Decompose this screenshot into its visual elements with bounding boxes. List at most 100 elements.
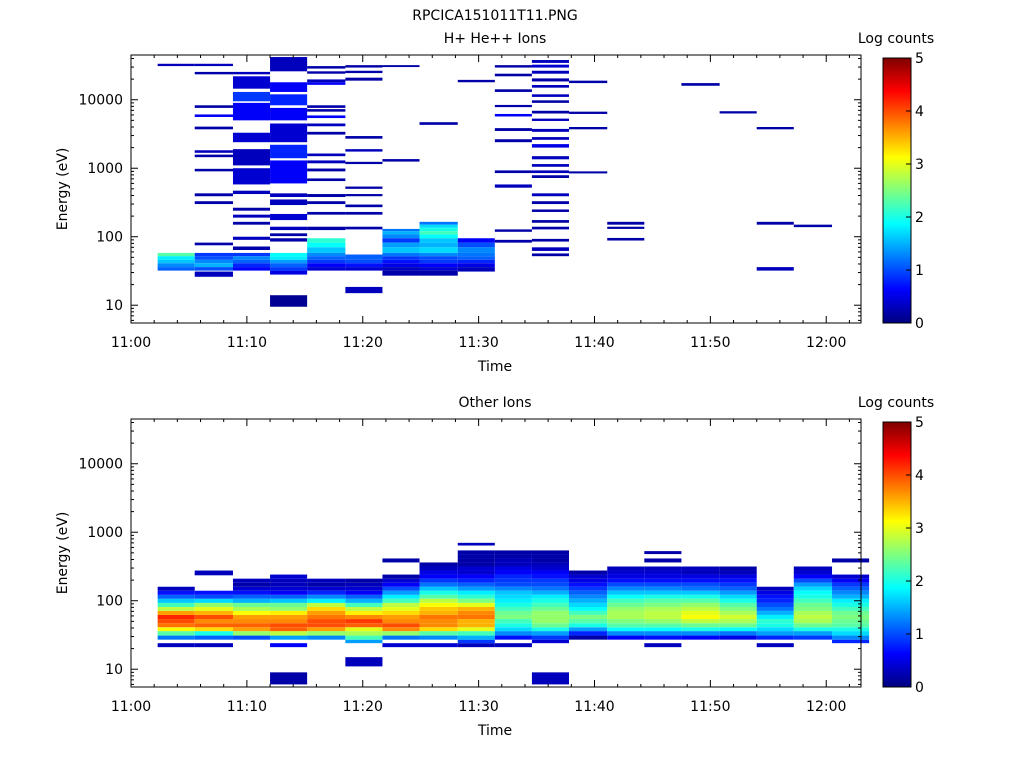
heatmap-cell: [719, 111, 757, 114]
heatmap-cell: [307, 153, 346, 157]
heatmap-cell: [607, 631, 645, 636]
heatmap-cell: [531, 562, 569, 567]
heatmap-cell: [494, 631, 532, 636]
heatmap-cell: [494, 635, 532, 640]
heatmap-cell: [457, 631, 495, 636]
heatmap-cell: [194, 623, 233, 628]
heatmap-cell: [345, 77, 383, 81]
x-tick-label: 11:00: [111, 335, 151, 351]
heatmap-cell: [345, 70, 383, 74]
heatmap-cell: [494, 602, 532, 607]
heatmap-cell: [793, 610, 833, 615]
heatmap-cell: [419, 586, 458, 591]
heatmap-cell: [419, 574, 458, 579]
heatmap-cell: [644, 610, 682, 615]
heatmap-cell: [382, 602, 420, 607]
heatmap-cell: [832, 619, 870, 624]
heatmap-cell: [494, 627, 532, 632]
heatmap-cell: [644, 586, 682, 591]
heatmap-cell: [494, 239, 532, 243]
heatmap-cell: [719, 586, 757, 591]
heatmap-cell: [793, 606, 833, 611]
heatmap-cell: [270, 635, 308, 640]
heatmap-cell: [270, 295, 308, 307]
colorbar-tick-label: 1: [915, 627, 924, 643]
heatmap-cell: [307, 109, 346, 112]
heatmap-cell: [307, 610, 346, 615]
heatmap-cell: [531, 602, 569, 607]
panel-1-y-axis: 10 100 1000 10000: [78, 58, 861, 321]
heatmap-cell: [345, 263, 383, 268]
heatmap-cell: [270, 82, 308, 92]
heatmap-cell: [531, 226, 569, 230]
heatmap-cell: [157, 614, 195, 620]
heatmap-cell: [232, 259, 271, 264]
heatmap-cell: [232, 267, 271, 271]
heatmap-cell: [569, 606, 608, 611]
heatmap-cell: [531, 578, 569, 583]
heatmap-cell: [681, 610, 720, 615]
heatmap-cell: [270, 233, 308, 237]
heatmap-cell: [382, 242, 420, 248]
heatmap-cell: [494, 582, 532, 587]
heatmap-cell: [307, 201, 346, 205]
heatmap-cell: [419, 643, 458, 648]
heatmap-cell: [270, 631, 308, 636]
x-tick-label: 12:00: [806, 699, 846, 715]
heatmap-cell: [419, 635, 458, 640]
heatmap-cell: [644, 551, 682, 555]
heatmap-cell: [345, 635, 383, 640]
heatmap-cell: [457, 263, 495, 268]
heatmap-cell: [307, 627, 346, 632]
heatmap-cell: [793, 578, 833, 583]
heatmap-cell: [194, 201, 233, 205]
heatmap-cell: [232, 586, 271, 591]
heatmap-cell: [194, 635, 233, 640]
heatmap-cell: [531, 631, 569, 636]
heatmap-cell: [157, 594, 195, 599]
heatmap-cell: [607, 610, 645, 615]
heatmap-cell: [494, 614, 532, 620]
heatmap-cell: [345, 598, 383, 603]
panel-2-x-axis-title: Time: [477, 723, 512, 739]
heatmap-cell: [345, 65, 383, 68]
heatmap-cell: [307, 631, 346, 636]
heatmap-cell: [607, 614, 645, 620]
heatmap-cell: [644, 578, 682, 583]
panel-1-colorbar: 0 1 2 3 4 5: [882, 51, 924, 332]
heatmap-cell: [157, 263, 195, 268]
heatmap-cell: [719, 594, 757, 599]
heatmap-cell: [531, 78, 569, 82]
heatmap-cell: [494, 606, 532, 611]
heatmap-cell: [719, 623, 757, 628]
heatmap-cell: [419, 267, 458, 271]
heatmap-cell: [345, 136, 383, 139]
heatmap-cell: [569, 574, 608, 579]
heatmap-cell: [569, 594, 608, 599]
heatmap-cell: [270, 226, 308, 231]
heatmap-cell: [457, 643, 495, 648]
heatmap-cell: [494, 598, 532, 603]
heatmap-cell: [832, 606, 870, 611]
heatmap-cell: [644, 574, 682, 579]
heatmap-cell: [345, 161, 383, 165]
heatmap-cell: [270, 586, 308, 591]
heatmap-cell: [307, 66, 346, 69]
heatmap-cell: [419, 610, 458, 615]
heatmap-cell: [531, 558, 569, 563]
heatmap-cell: [494, 578, 532, 583]
heatmap-cell: [756, 614, 794, 620]
heatmap-cell: [531, 550, 569, 555]
heatmap-cell: [756, 623, 794, 628]
heatmap-cell: [756, 598, 794, 603]
heatmap-cell: [232, 256, 271, 260]
heatmap-cell: [307, 578, 346, 583]
heatmap-cell: [307, 115, 346, 119]
heatmap-cell: [419, 570, 458, 575]
heatmap-cell: [494, 586, 532, 591]
heatmap-cell: [307, 267, 346, 271]
heatmap-cell: [531, 128, 569, 132]
heatmap-cell: [307, 238, 346, 243]
heatmap-cell: [457, 252, 495, 257]
